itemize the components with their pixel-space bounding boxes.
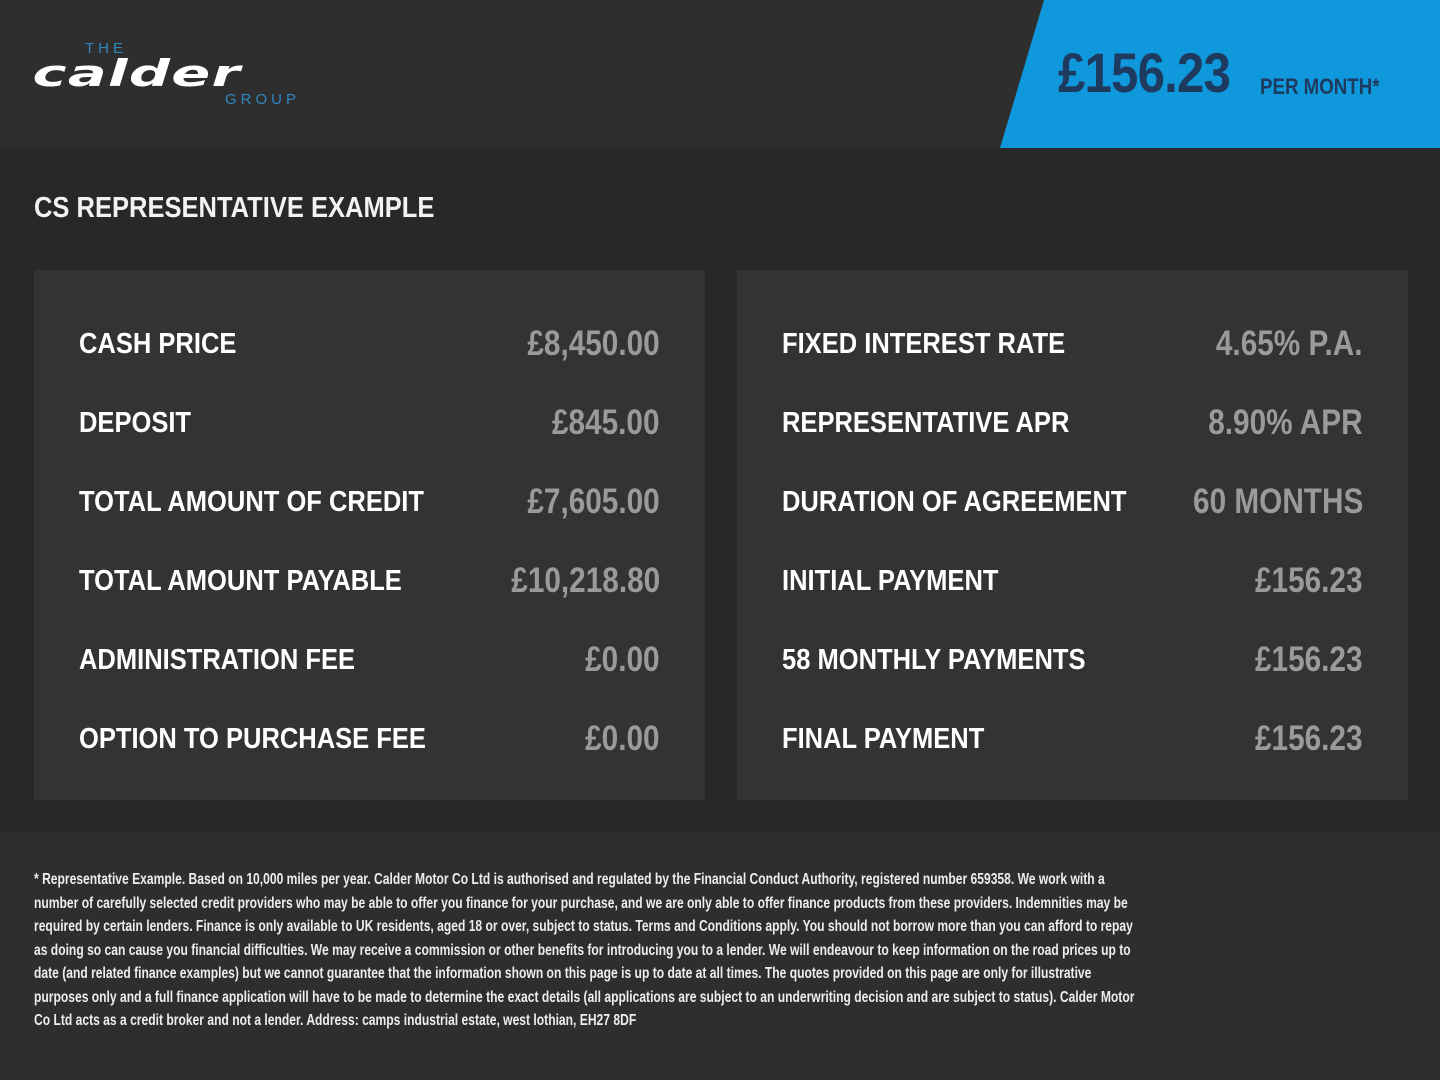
row-admin-fee: ADMINISTRATION FEE £0.00: [79, 640, 660, 684]
header: THE calder GROUP £156.23 PER MONTH*: [0, 0, 1440, 148]
row-value: £156.23: [1255, 640, 1363, 679]
section-title: CS REPRESENTATIVE EXAMPLE: [34, 192, 435, 224]
row-label: ADMINISTRATION FEE: [79, 644, 355, 676]
row-value: 60 MONTHS: [1192, 482, 1363, 521]
finance-panel-right: FIXED INTEREST RATE 4.65% P.A. REPRESENTA…: [737, 270, 1408, 800]
row-label: OPTION TO PURCHASE FEE: [79, 723, 426, 755]
row-value: £8,450.00: [527, 324, 660, 363]
row-label: 58 MONTHLY PAYMENTS: [782, 644, 1086, 676]
row-value: £845.00: [552, 403, 660, 442]
row-label: FIXED INTEREST RATE: [782, 328, 1066, 360]
row-final-payment: FINAL PAYMENT £156.23: [782, 719, 1363, 763]
row-label: INITIAL PAYMENT: [782, 565, 999, 597]
row-value: £10,218.80: [511, 561, 660, 600]
row-interest-rate: FIXED INTEREST RATE 4.65% P.A.: [782, 324, 1363, 368]
per-month-label: PER MONTH*: [1260, 74, 1380, 99]
row-duration: DURATION OF AGREEMENT 60 MONTHS: [782, 482, 1363, 526]
svg-text:GROUP: GROUP: [225, 91, 300, 108]
row-value: £156.23: [1255, 719, 1363, 758]
row-monthly-payments: 58 MONTHLY PAYMENTS £156.23: [782, 640, 1363, 684]
row-value: 8.90% APR: [1208, 403, 1363, 442]
disclaimer-text: * Representative Example. Based on 10,00…: [34, 871, 1135, 1029]
row-value: £0.00: [585, 719, 660, 758]
row-cash-price: CASH PRICE £8,450.00: [79, 324, 660, 368]
monthly-price-banner: £156.23 PER MONTH*: [1000, 0, 1440, 148]
row-option-fee: OPTION TO PURCHASE FEE £0.00: [79, 719, 660, 763]
row-value: 4.65% P.A.: [1216, 324, 1363, 363]
row-value: £7,605.00: [527, 482, 660, 521]
row-value: £156.23: [1255, 561, 1363, 600]
row-deposit: DEPOSIT £845.00: [79, 403, 660, 447]
row-label: DEPOSIT: [79, 407, 192, 439]
row-label: DURATION OF AGREEMENT: [782, 486, 1127, 518]
svg-text:calder: calder: [33, 52, 244, 95]
footer: * Representative Example. Based on 10,00…: [0, 832, 1440, 1080]
row-total-credit: TOTAL AMOUNT OF CREDIT £7,605.00: [79, 482, 660, 526]
row-initial-payment: INITIAL PAYMENT £156.23: [782, 561, 1363, 605]
monthly-price: £156.23: [1058, 41, 1231, 104]
row-label: CASH PRICE: [79, 328, 237, 360]
calder-group-logo: THE calder GROUP: [33, 40, 300, 108]
row-apr: REPRESENTATIVE APR 8.90% APR: [782, 403, 1363, 447]
row-label: REPRESENTATIVE APR: [782, 407, 1070, 439]
row-total-payable: TOTAL AMOUNT PAYABLE £10,218.80: [79, 561, 660, 605]
row-label: TOTAL AMOUNT OF CREDIT: [79, 486, 424, 518]
row-label: TOTAL AMOUNT PAYABLE: [79, 565, 402, 597]
row-value: £0.00: [585, 640, 660, 679]
finance-panel-left: CASH PRICE £8,450.00 DEPOSIT £845.00 TOTAL…: [34, 270, 705, 800]
svg-text:THE: THE: [85, 40, 127, 57]
row-label: FINAL PAYMENT: [782, 723, 985, 755]
